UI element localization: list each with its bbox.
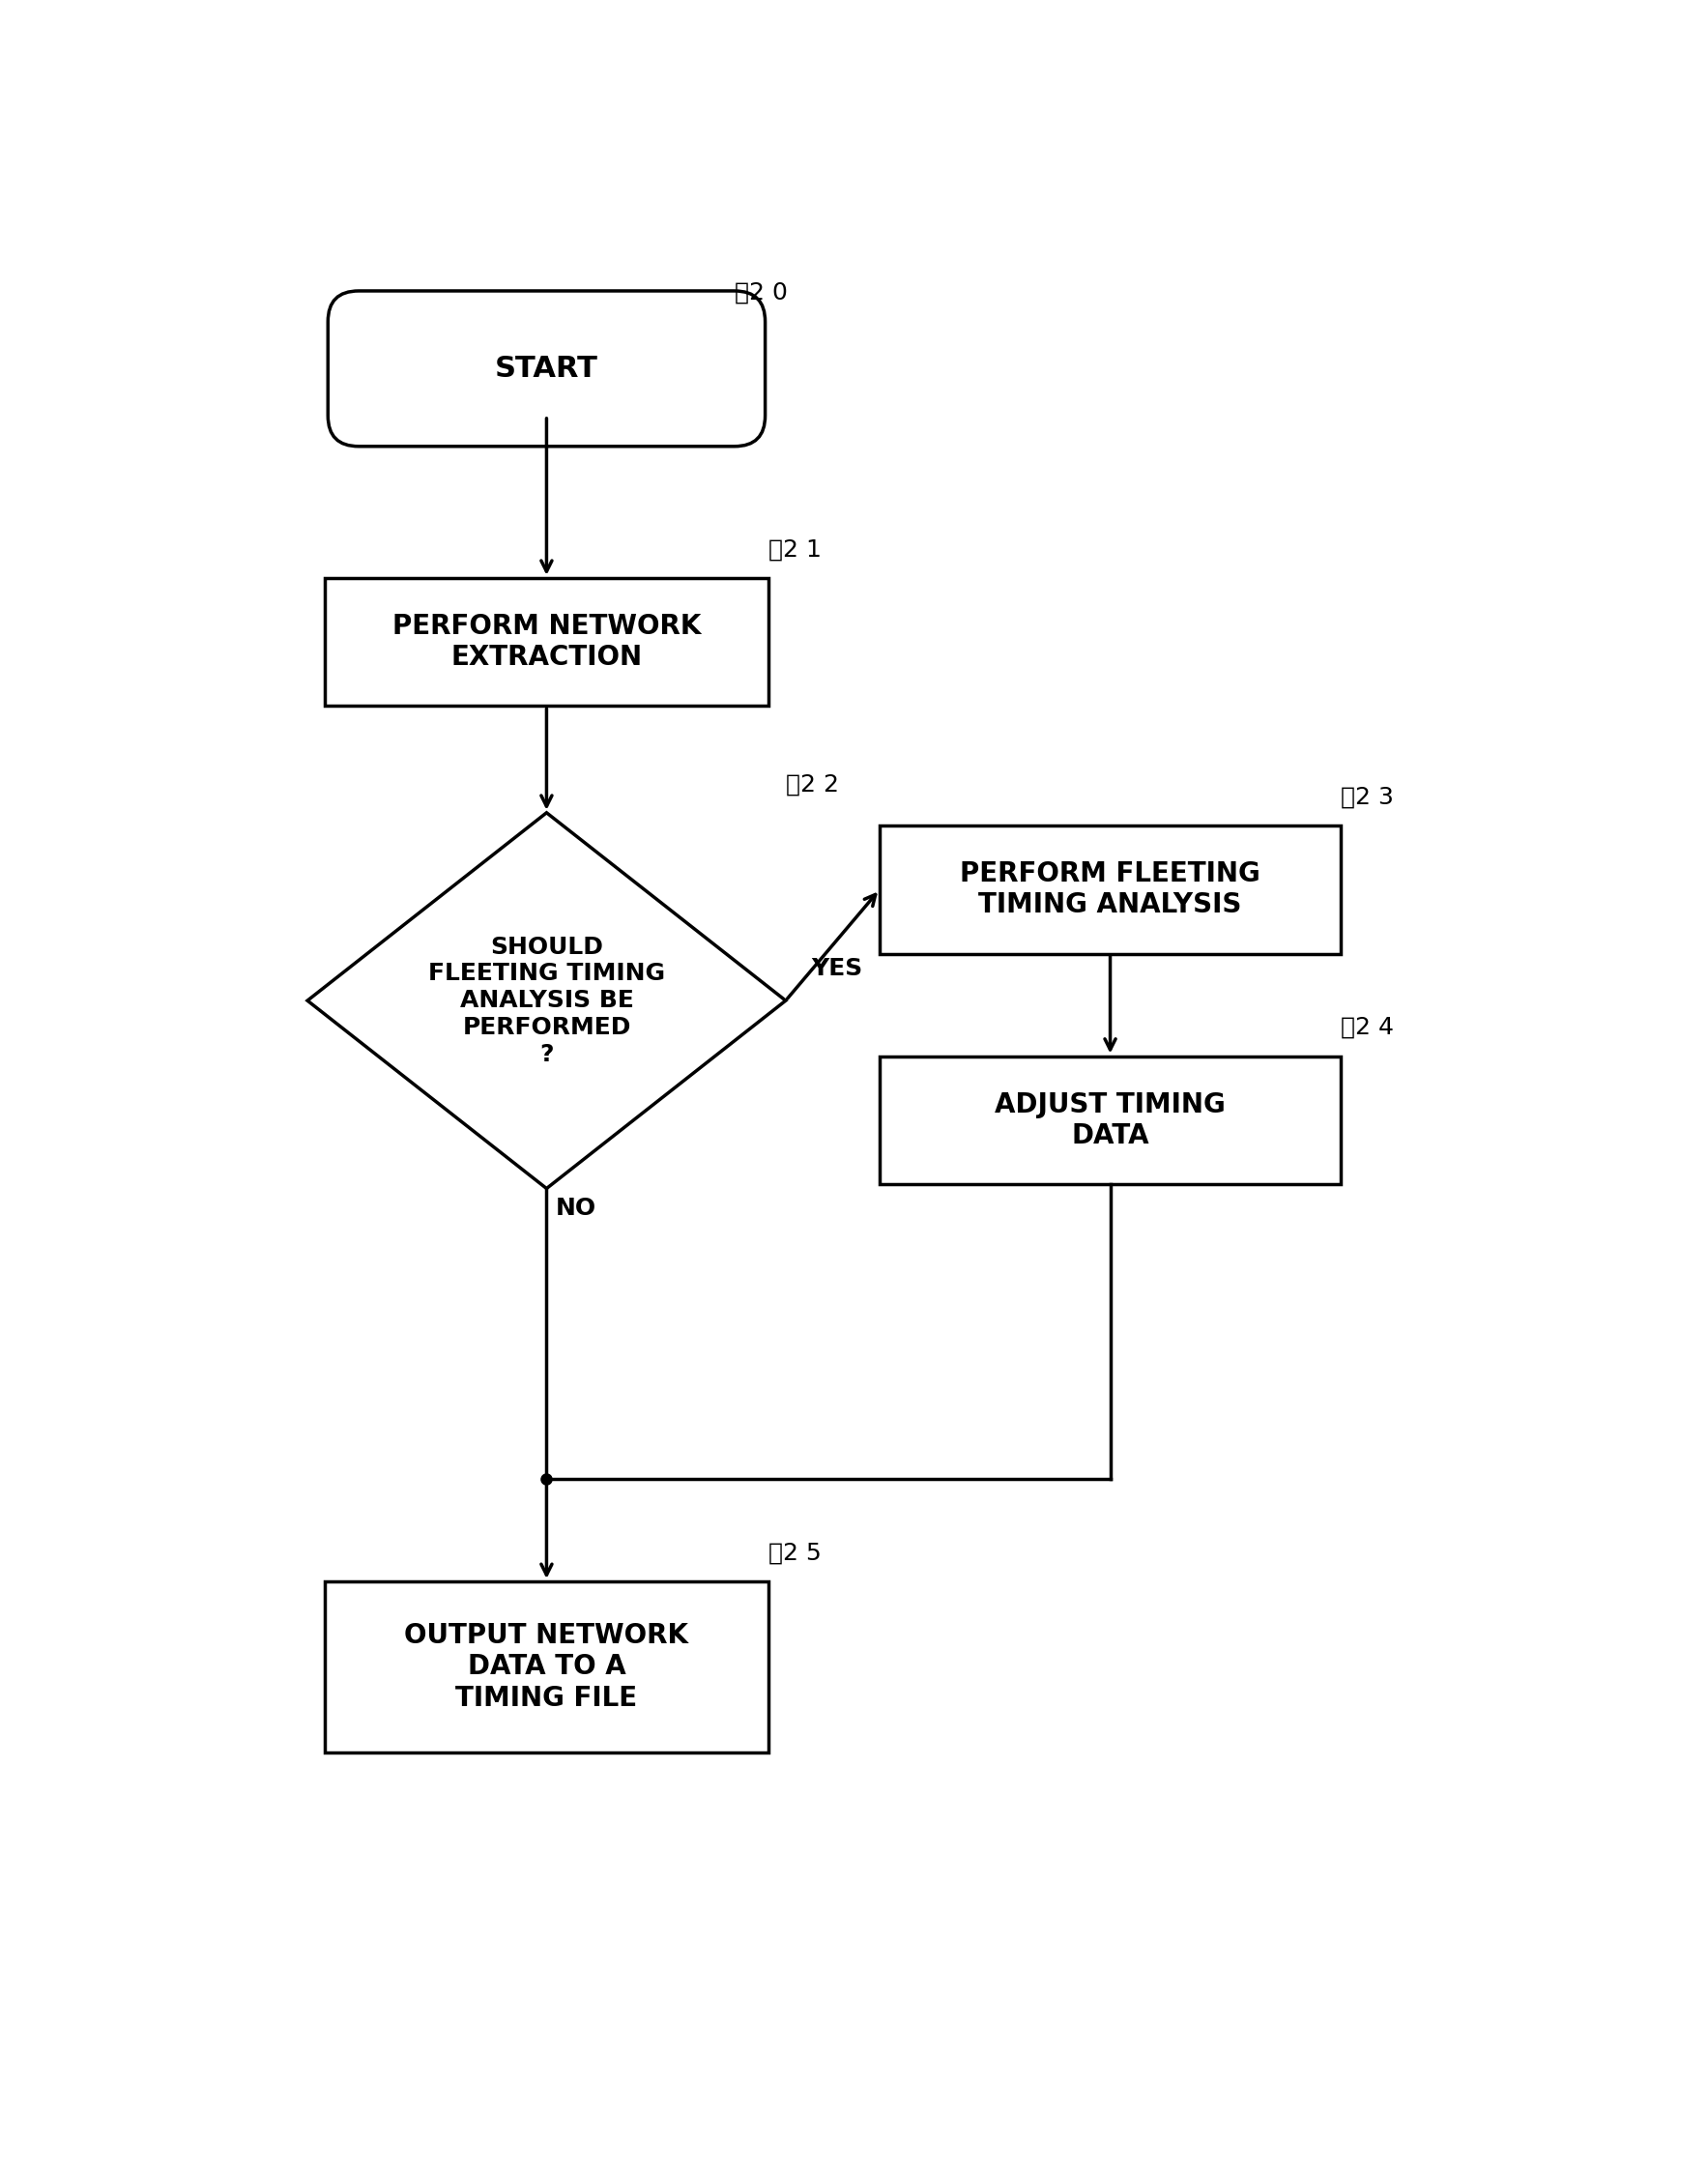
Text: SHOULD
FLEETING TIMING
ANALYSIS BE
PERFORMED
?: SHOULD FLEETING TIMING ANALYSIS BE PERFO… xyxy=(429,936,664,1066)
Bar xyxy=(880,825,1341,954)
Polygon shape xyxy=(307,812,786,1188)
Text: OUTPUT NETWORK
DATA TO A
TIMING FILE: OUTPUT NETWORK DATA TO A TIMING FILE xyxy=(405,1622,688,1712)
Text: ADJUST TIMING
DATA: ADJUST TIMING DATA xyxy=(994,1090,1226,1149)
Text: ⎱2 0: ⎱2 0 xyxy=(734,282,787,304)
Text: NO: NO xyxy=(555,1197,596,1221)
Text: ⎱2 2: ⎱2 2 xyxy=(786,773,839,795)
Text: START: START xyxy=(495,354,598,382)
Text: YES: YES xyxy=(811,958,863,980)
Text: PERFORM FLEETING
TIMING ANALYSIS: PERFORM FLEETING TIMING ANALYSIS xyxy=(960,860,1261,919)
Text: ⎱2 4: ⎱2 4 xyxy=(1341,1016,1394,1038)
Bar xyxy=(880,1056,1341,1184)
Bar xyxy=(325,578,769,706)
Text: ⎱2 5: ⎱2 5 xyxy=(769,1542,822,1564)
FancyBboxPatch shape xyxy=(328,291,765,445)
Text: ⎱2 3: ⎱2 3 xyxy=(1341,786,1394,808)
Text: ⎱2 1: ⎱2 1 xyxy=(769,539,822,560)
Bar xyxy=(325,1581,769,1753)
Text: PERFORM NETWORK
EXTRACTION: PERFORM NETWORK EXTRACTION xyxy=(393,613,700,671)
